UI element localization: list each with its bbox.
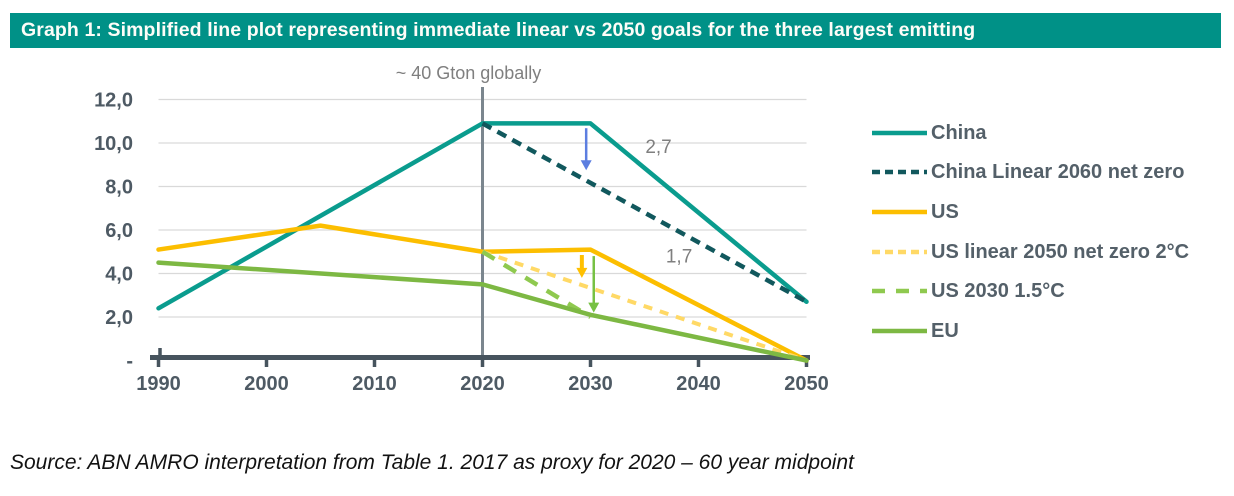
- us-linear-reduction-arrow: [576, 255, 588, 278]
- china-linear-reduction-arrow: [580, 128, 592, 171]
- svg-text:2000: 2000: [244, 373, 289, 395]
- legend-swatch-china-linear-2060-net-zero: [872, 170, 927, 175]
- legend-item-us: US: [871, 192, 1189, 232]
- graph-title: Graph 1: Simplified line plot representi…: [21, 19, 976, 41]
- legend-item-eu: EU: [871, 311, 1189, 351]
- source-note: Source: ABN AMRO interpretation from Tab…: [10, 451, 854, 474]
- legend-swatch-us: [872, 209, 927, 215]
- svg-text:2,0: 2,0: [105, 307, 133, 329]
- svg-text:2010: 2010: [352, 373, 397, 395]
- annotation-2-7: 2,7: [645, 137, 671, 158]
- legend-label: US: [931, 200, 959, 223]
- annotation-1-7: 1,7: [666, 247, 692, 268]
- y-axis-labels: 12,0 10,0 8,0 6,0 4,0 2,0 -: [94, 90, 133, 373]
- legend-item-us-linear-2050-net-zero-2-c: US linear 2050 net zero 2°C: [871, 232, 1189, 272]
- svg-text:8,0: 8,0: [105, 177, 133, 199]
- x-axis: [150, 348, 810, 367]
- legend-label: US 2030 1.5°C: [931, 280, 1065, 303]
- marker-label: ~ 40 Gton globally: [396, 63, 542, 83]
- us-15c-reduction-arrow: [588, 256, 600, 313]
- series-line-us-linear-2050-net-zero-2-c: [481, 249, 808, 363]
- svg-text:6,0: 6,0: [105, 220, 133, 242]
- series-line-eu: [156, 260, 809, 363]
- svg-text:2040: 2040: [676, 373, 721, 395]
- series-line-china-linear-2060-net-zero: [481, 121, 808, 304]
- svg-text:2020: 2020: [460, 373, 505, 395]
- svg-text:4,0: 4,0: [105, 264, 133, 286]
- legend-swatch-us-2030-1-5-c: [872, 288, 927, 294]
- x-axis-labels: 1990 2000 2010 2020 2030 2040 2050: [136, 373, 829, 395]
- svg-text:1990: 1990: [136, 373, 181, 395]
- legend-item-china-linear-2060-net-zero: China Linear 2060 net zero: [871, 153, 1189, 193]
- legend-label: China: [931, 121, 987, 144]
- legend-swatch-eu: [872, 328, 927, 334]
- chart-legend: China China Linear 2060 net zero US US line…: [871, 113, 1189, 351]
- series-line-china: [156, 121, 809, 311]
- svg-text:2050: 2050: [784, 373, 829, 395]
- legend-label: China Linear 2060 net zero: [931, 161, 1185, 184]
- svg-text:10,0: 10,0: [94, 133, 133, 155]
- svg-text:2030: 2030: [568, 373, 613, 395]
- svg-text:-: -: [126, 351, 133, 373]
- svg-text:12,0: 12,0: [94, 90, 133, 112]
- legend-swatch-us-linear-2050-net-zero-2-c: [872, 249, 927, 254]
- series-line-us-2030-1-5-c: [481, 249, 592, 319]
- graph-title-bar: Graph 1: Simplified line plot representi…: [10, 13, 1221, 48]
- emissions-line-chart: ~ 40 Gton globally12,010,08,06,04,02,0-1…: [94, 63, 829, 395]
- legend-item-us-2030-1-5-c: US 2030 1.5°C: [871, 271, 1189, 311]
- legend-label: US linear 2050 net zero 2°C: [931, 240, 1190, 263]
- legend-swatch-china: [872, 130, 927, 136]
- legend-item-china: China: [871, 113, 1189, 153]
- legend-label: EU: [931, 319, 959, 342]
